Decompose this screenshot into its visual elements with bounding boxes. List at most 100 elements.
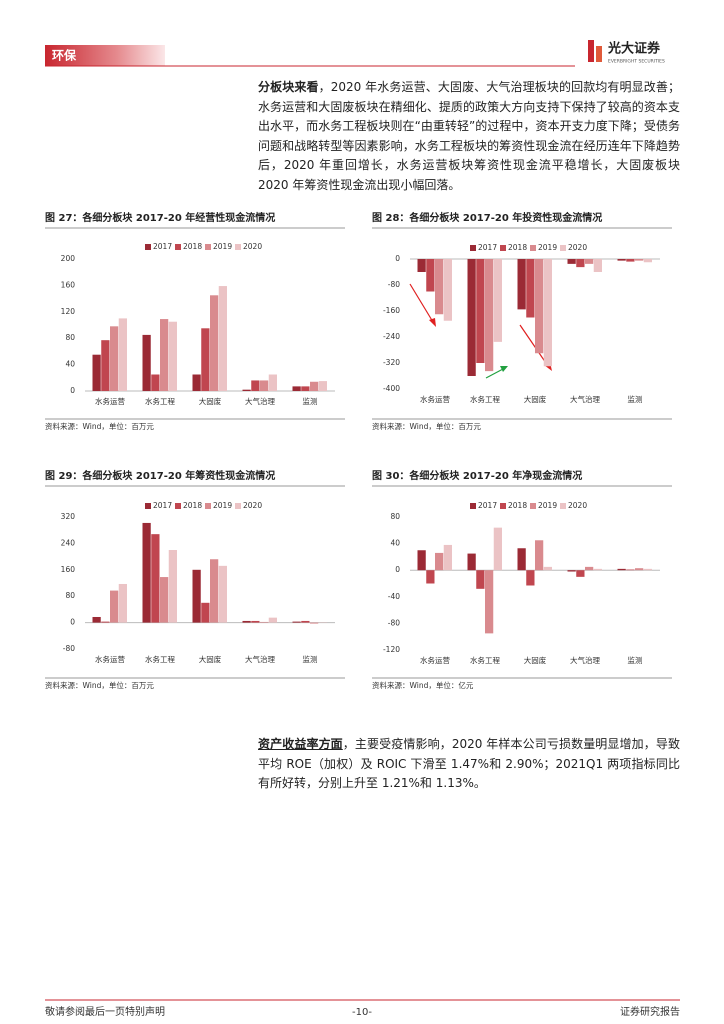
bar bbox=[151, 374, 160, 391]
paragraph: 资产收益率方面，主要受疫情影响，2020 年样本公司亏损数量明显增加，导致平均 … bbox=[258, 735, 680, 794]
section: 环保 bbox=[52, 48, 77, 63]
bar bbox=[626, 259, 635, 262]
bar bbox=[192, 374, 201, 391]
legend-label: 2019 bbox=[213, 501, 232, 510]
bar bbox=[535, 259, 544, 354]
source: 资料来源：Wind，单位：百万元 bbox=[45, 680, 154, 690]
brand-en: EVERBRIGHT SECURITIES bbox=[608, 59, 665, 65]
bar bbox=[151, 534, 160, 623]
x-tick-label: 大气治理 bbox=[245, 654, 275, 664]
bar bbox=[218, 286, 227, 391]
y-tick-label: 240 bbox=[61, 538, 76, 547]
legend-label: 2017 bbox=[478, 501, 497, 510]
bar bbox=[535, 540, 544, 571]
y-tick-label: 0 bbox=[395, 565, 400, 574]
bar bbox=[426, 570, 435, 584]
legend-label: 2018 bbox=[508, 501, 527, 510]
x-tick-label: 水务运营 bbox=[95, 396, 125, 406]
bar bbox=[493, 259, 502, 342]
bar bbox=[242, 389, 251, 391]
legend-label: 2018 bbox=[508, 243, 527, 252]
bar bbox=[310, 622, 319, 624]
bar bbox=[218, 565, 227, 623]
bar bbox=[443, 259, 452, 321]
bar bbox=[142, 334, 151, 391]
y-tick-label: 120 bbox=[61, 307, 76, 316]
logo-bar bbox=[596, 46, 602, 62]
legend-swatch bbox=[530, 503, 536, 509]
logo-bar bbox=[588, 40, 594, 62]
bar bbox=[118, 583, 127, 623]
legend-label: 2019 bbox=[213, 242, 232, 251]
text: ，主要受疫情影响，2020 年样本公司亏损数量明显增加，导致平均 ROE（加权）… bbox=[258, 737, 680, 790]
page-number: -10- bbox=[352, 1007, 372, 1018]
bar bbox=[443, 544, 452, 571]
y-tick-label: 80 bbox=[65, 333, 75, 342]
legend-label: 2020 bbox=[243, 501, 262, 510]
x-tick-label: 大固废 bbox=[199, 396, 222, 406]
source: 资料来源：Wind，单位：百万元 bbox=[45, 421, 154, 431]
bar bbox=[142, 522, 151, 623]
legend-label: 2019 bbox=[538, 243, 557, 252]
bar bbox=[485, 259, 494, 372]
x-tick-label: 监测 bbox=[303, 654, 318, 664]
legend-swatch bbox=[530, 245, 536, 251]
bar bbox=[210, 295, 219, 391]
bar bbox=[617, 568, 626, 571]
x-tick-label: 大气治理 bbox=[570, 655, 600, 665]
bar bbox=[476, 570, 485, 589]
legend-label: 2017 bbox=[153, 501, 172, 510]
y-tick-label: -80 bbox=[388, 280, 400, 289]
legend-swatch bbox=[205, 244, 211, 250]
bar bbox=[517, 548, 526, 571]
bar bbox=[417, 259, 426, 272]
x-tick-label: 监测 bbox=[628, 394, 643, 404]
bar bbox=[260, 380, 269, 391]
brand: 光大证券 bbox=[607, 41, 661, 57]
y-tick-label: 160 bbox=[61, 280, 76, 289]
x-tick-label: 大固废 bbox=[524, 394, 547, 404]
bar bbox=[567, 570, 576, 572]
y-tick-label: 40 bbox=[65, 360, 75, 369]
y-tick-label: -120 bbox=[383, 645, 400, 654]
bar bbox=[251, 620, 260, 623]
y-tick-label: 40 bbox=[390, 539, 400, 548]
bar bbox=[210, 559, 219, 623]
bar bbox=[435, 552, 444, 571]
legend-swatch bbox=[235, 503, 241, 509]
bar bbox=[593, 568, 602, 571]
figure-title: 图 29：各细分板块 2017-20 年筹资性现金流情况 bbox=[45, 469, 275, 482]
bar bbox=[160, 577, 169, 623]
legend-label: 2018 bbox=[183, 242, 202, 251]
legend-swatch bbox=[235, 244, 241, 250]
legend-swatch bbox=[470, 245, 476, 251]
bar bbox=[617, 259, 626, 261]
bar bbox=[585, 259, 594, 264]
legend-swatch bbox=[500, 245, 506, 251]
bar bbox=[268, 617, 277, 623]
bar bbox=[593, 259, 602, 272]
y-tick-label: 160 bbox=[61, 565, 76, 574]
bar bbox=[526, 259, 535, 318]
bar bbox=[268, 374, 277, 391]
bar bbox=[543, 566, 552, 571]
legend-label: 2017 bbox=[478, 243, 497, 252]
x-tick-label: 水务运营 bbox=[420, 394, 450, 404]
bar bbox=[576, 259, 585, 268]
legend-label: 2019 bbox=[538, 501, 557, 510]
bar bbox=[493, 527, 502, 571]
bar bbox=[435, 259, 444, 315]
bar bbox=[476, 259, 485, 363]
bar bbox=[92, 354, 101, 391]
x-tick-label: 大气治理 bbox=[570, 394, 600, 404]
bar bbox=[110, 590, 119, 623]
legend-swatch bbox=[205, 503, 211, 509]
y-tick-label: 0 bbox=[70, 386, 75, 395]
x-tick-label: 监测 bbox=[628, 655, 643, 665]
bar bbox=[92, 616, 101, 623]
x-tick-label: 水务工程 bbox=[470, 394, 500, 404]
header-band bbox=[45, 45, 165, 66]
bar bbox=[417, 550, 426, 571]
